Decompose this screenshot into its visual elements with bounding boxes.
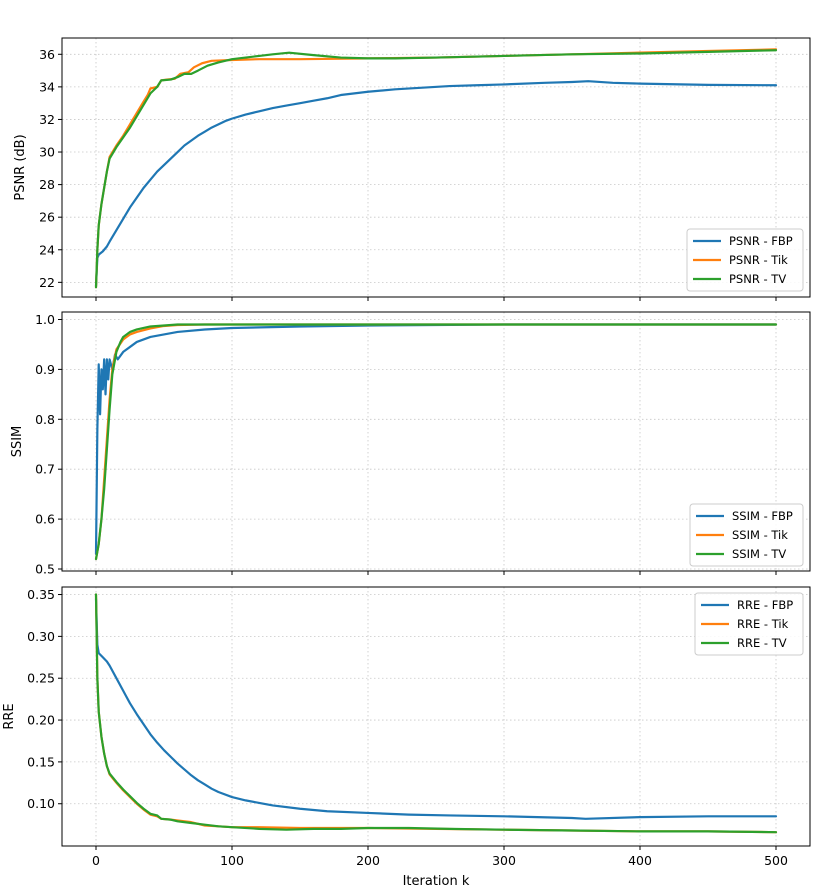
legend: SSIM - FBP SSIM - Tik SSIM - TV xyxy=(689,503,804,567)
y-tick-label: 0.6 xyxy=(35,512,55,527)
legend-box xyxy=(694,592,804,656)
y-tick-label: 0.9 xyxy=(35,362,55,377)
legend-label: RRE - Tik xyxy=(737,617,789,631)
x-axis-label: Iteration k xyxy=(403,874,470,889)
legend-label: PSNR - TV xyxy=(729,272,786,286)
y-tick-label: 26 xyxy=(39,210,55,225)
axes-frame xyxy=(61,311,811,572)
y-tick-label: 1.0 xyxy=(35,312,55,327)
y-axis-label: PSNR (dB) xyxy=(13,134,28,200)
y-axis-label: SSIM xyxy=(10,426,25,458)
legend-label: SSIM - TV xyxy=(732,547,786,561)
legend-label: RRE - FBP xyxy=(737,598,793,612)
x-tick-label: 400 xyxy=(628,853,652,868)
x-tick-label: 500 xyxy=(764,853,788,868)
y-tick-label: 36 xyxy=(39,47,55,62)
axes-frame xyxy=(61,586,811,847)
y-tick-label: 0.8 xyxy=(35,412,55,427)
legend-label: RRE - TV xyxy=(737,636,787,650)
series-line-ssim-tik xyxy=(94,323,778,561)
y-tick-label: 30 xyxy=(39,145,55,160)
legend-label: PSNR - Tik xyxy=(729,253,788,267)
y-axis-label: RRE xyxy=(2,703,17,729)
y-tick-label: 0.5 xyxy=(35,562,55,577)
y-tick-label: 32 xyxy=(39,112,55,127)
series-line-ssim-fbp xyxy=(94,323,778,556)
y-tick-label: 22 xyxy=(39,275,55,290)
legend-box xyxy=(689,503,804,567)
legend-box xyxy=(686,228,804,292)
y-tick-label: 0.15 xyxy=(27,754,55,769)
legend-label: SSIM - FBP xyxy=(732,509,793,523)
legend-label: PSNR - FBP xyxy=(729,234,793,248)
series-line-rre-tik xyxy=(94,593,778,834)
chart-panel-2: 0.5 0.6 0.7 0.8 0.9 1.0 SSIM SSIM - FBP SSIM - T… xyxy=(10,311,811,577)
y-tick-label: 34 xyxy=(39,79,55,94)
legend: PSNR - FBP PSNR - Tik PSNR - TV xyxy=(686,228,804,292)
y-tick-label: 24 xyxy=(39,242,55,257)
y-tick-label: 0.7 xyxy=(35,462,55,477)
x-tick-label: 200 xyxy=(356,853,380,868)
x-tick-label: 100 xyxy=(220,853,244,868)
y-tick-label: 0.20 xyxy=(27,713,55,728)
y-tick-label: 0.25 xyxy=(27,671,55,686)
series-line-psnr-fbp xyxy=(94,80,778,287)
axes-frame xyxy=(61,37,811,298)
series-line-psnr-tv xyxy=(94,49,778,289)
series-line-rre-tv xyxy=(94,593,778,834)
legend-label: SSIM - Tik xyxy=(732,528,788,542)
y-tick-label: 0.10 xyxy=(27,796,55,811)
series-line-ssim-tv xyxy=(94,323,778,561)
y-tick-label: 28 xyxy=(39,177,55,192)
x-tick-label: 300 xyxy=(492,853,516,868)
y-tick-label: 0.35 xyxy=(27,587,55,602)
chart-panel-3: 0.10 0.15 0.20 0.25 0.30 0.35 0 100 200 300 400 500… xyxy=(2,586,811,889)
y-tick-label: 0.30 xyxy=(27,629,55,644)
series-line-rre-fbp xyxy=(94,597,778,820)
legend: RRE - FBP RRE - Tik RRE - TV xyxy=(694,592,804,656)
x-tick-label: 0 xyxy=(92,853,100,868)
